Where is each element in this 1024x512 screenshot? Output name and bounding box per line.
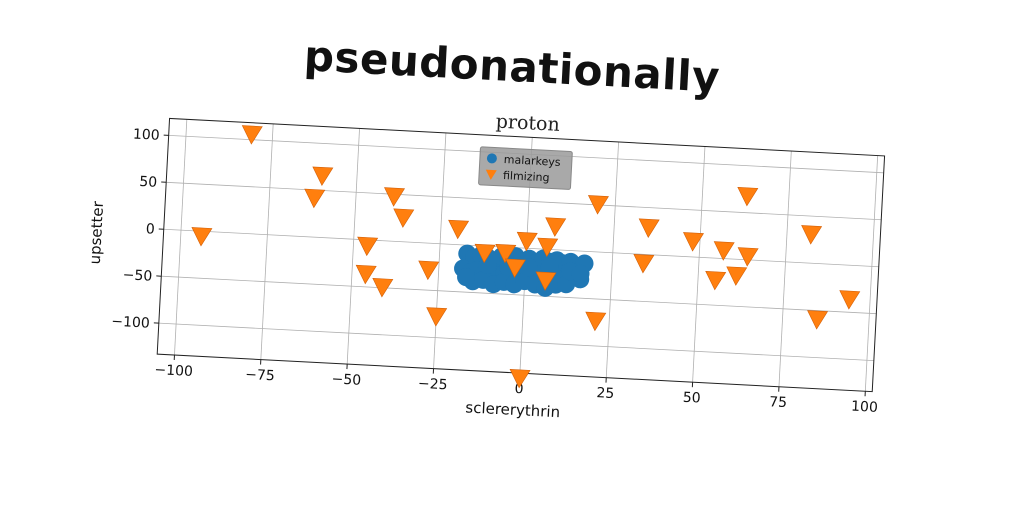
x-gridline bbox=[174, 119, 188, 356]
legend-marker-malarkeys bbox=[486, 153, 497, 164]
data-point-filmizing bbox=[418, 260, 440, 281]
legend-label-malarkeys: malarkeys bbox=[504, 153, 562, 169]
points-layer bbox=[191, 125, 861, 389]
y-tick-label: 0 bbox=[145, 221, 155, 237]
x-gridline bbox=[260, 123, 274, 360]
y-tick-label: 100 bbox=[133, 126, 161, 143]
y-gridline bbox=[161, 275, 877, 315]
data-point-filmizing bbox=[241, 125, 263, 145]
x-tick-label: 75 bbox=[769, 394, 788, 411]
y-axis-label: upsetter bbox=[86, 200, 107, 265]
y-gridline bbox=[163, 228, 879, 268]
data-point-malarkeys bbox=[519, 258, 538, 277]
data-point-filmizing bbox=[372, 278, 394, 298]
legend-marker-filmizing bbox=[485, 169, 497, 180]
data-point-filmizing bbox=[312, 166, 334, 187]
data-point-filmizing bbox=[384, 187, 406, 207]
x-gridline bbox=[778, 151, 792, 387]
legend-box bbox=[478, 146, 573, 190]
x-tick-label: 0 bbox=[514, 381, 524, 397]
data-point-malarkeys bbox=[457, 268, 476, 287]
data-point-filmizing bbox=[737, 247, 759, 267]
data-point-filmizing bbox=[638, 218, 660, 238]
data-point-filmizing bbox=[839, 290, 861, 310]
data-point-filmizing bbox=[509, 368, 531, 389]
data-point-filmizing bbox=[683, 232, 705, 252]
plot-group: proton −100 −75 −50 −25 0 25 50 75 100 −100 −50 0 50… bbox=[86, 111, 886, 421]
x-gridline bbox=[692, 146, 706, 383]
data-point-filmizing bbox=[633, 254, 655, 274]
data-point-filmizing bbox=[807, 310, 829, 330]
data-point-filmizing bbox=[705, 270, 727, 291]
data-point-filmizing bbox=[495, 243, 517, 264]
data-point-filmizing bbox=[357, 236, 379, 257]
x-gridline bbox=[605, 141, 620, 378]
data-point-filmizing bbox=[504, 258, 526, 279]
x-gridline bbox=[864, 155, 879, 392]
data-point-filmizing bbox=[585, 311, 607, 332]
data-point-filmizing bbox=[516, 231, 538, 252]
x-tick-label: 100 bbox=[851, 399, 879, 416]
data-point-filmizing bbox=[535, 271, 557, 291]
legend-label-filmizing: filmizing bbox=[503, 169, 550, 184]
x-axis-label: sclererythrin bbox=[465, 398, 561, 421]
x-gridline bbox=[433, 132, 447, 369]
data-point-filmizing bbox=[191, 227, 213, 247]
data-point-filmizing bbox=[737, 186, 759, 207]
x-gridline bbox=[346, 128, 360, 365]
y-gridline bbox=[166, 181, 882, 221]
y-tick-label: −100 bbox=[111, 314, 150, 332]
data-point-malarkeys bbox=[540, 258, 559, 277]
y-tick-label: −50 bbox=[122, 267, 152, 285]
data-point-filmizing bbox=[393, 208, 415, 228]
data-point-malarkeys bbox=[571, 264, 590, 283]
data-point-filmizing bbox=[474, 243, 496, 264]
data-point-filmizing bbox=[801, 225, 823, 245]
y-gridline bbox=[158, 322, 874, 362]
chart-title: proton bbox=[495, 111, 560, 136]
x-tick-label: 25 bbox=[596, 385, 615, 402]
tick-layer: −100 −75 −50 −25 0 25 50 75 100 −100 −50 0 50 100 bbox=[111, 126, 879, 416]
data-point-filmizing bbox=[713, 241, 735, 261]
data-point-filmizing bbox=[545, 217, 567, 237]
data-point-filmizing bbox=[587, 195, 609, 215]
data-point-filmizing bbox=[426, 307, 448, 327]
data-point-filmizing bbox=[448, 219, 470, 240]
data-point-filmizing bbox=[355, 264, 377, 285]
x-tick-label: 50 bbox=[682, 390, 701, 407]
data-point-filmizing bbox=[537, 237, 559, 258]
x-tick-label: −25 bbox=[418, 376, 448, 394]
data-point-filmizing bbox=[726, 266, 748, 286]
y-tick-label: 50 bbox=[139, 174, 158, 191]
x-tick-label: −100 bbox=[154, 362, 193, 380]
x-tick-label: −50 bbox=[331, 371, 361, 389]
data-point-filmizing bbox=[304, 188, 326, 209]
x-tick-label: −75 bbox=[245, 367, 275, 385]
